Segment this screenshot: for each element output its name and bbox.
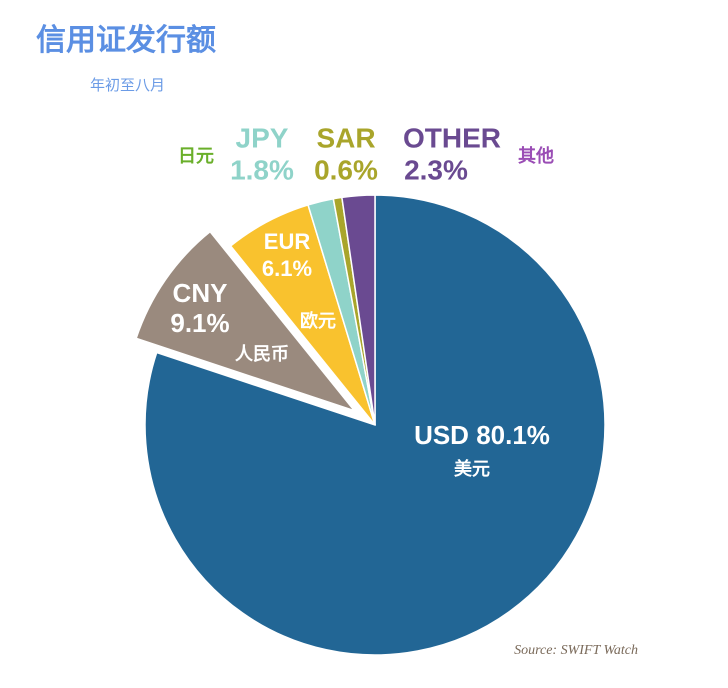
value-label: 1.8% <box>230 154 294 185</box>
pie-slice <box>341 194 376 426</box>
value-label: 6.1% <box>262 256 312 281</box>
value-label: 9.1% <box>170 308 229 338</box>
local-name: 欧元 <box>300 310 336 331</box>
value-label: 0.6% <box>314 154 378 185</box>
category-code: USD <box>414 420 469 450</box>
local-name: 美元 <box>454 458 490 479</box>
local-name: 人民币 <box>235 344 289 364</box>
chart-subtitle: 年初至八月 <box>90 77 165 94</box>
local-name: 日元 <box>178 146 214 166</box>
category-code: SAR <box>316 122 375 153</box>
local-name: 其他 <box>518 145 554 166</box>
value-label: 2.3% <box>404 154 468 185</box>
category-code: OTHER <box>403 122 501 153</box>
source-note: Source: SWIFT Watch <box>514 643 638 658</box>
category-code: JPY <box>236 122 289 153</box>
category-code: EUR <box>264 229 311 254</box>
value-label: 80.1% <box>476 420 550 450</box>
slice-label: USD 80.1% <box>414 420 550 450</box>
pie-slice <box>144 194 606 656</box>
category-code: CNY <box>173 278 228 308</box>
chart-title: 信用证发行额 <box>36 24 216 57</box>
pie-slice <box>135 230 357 413</box>
